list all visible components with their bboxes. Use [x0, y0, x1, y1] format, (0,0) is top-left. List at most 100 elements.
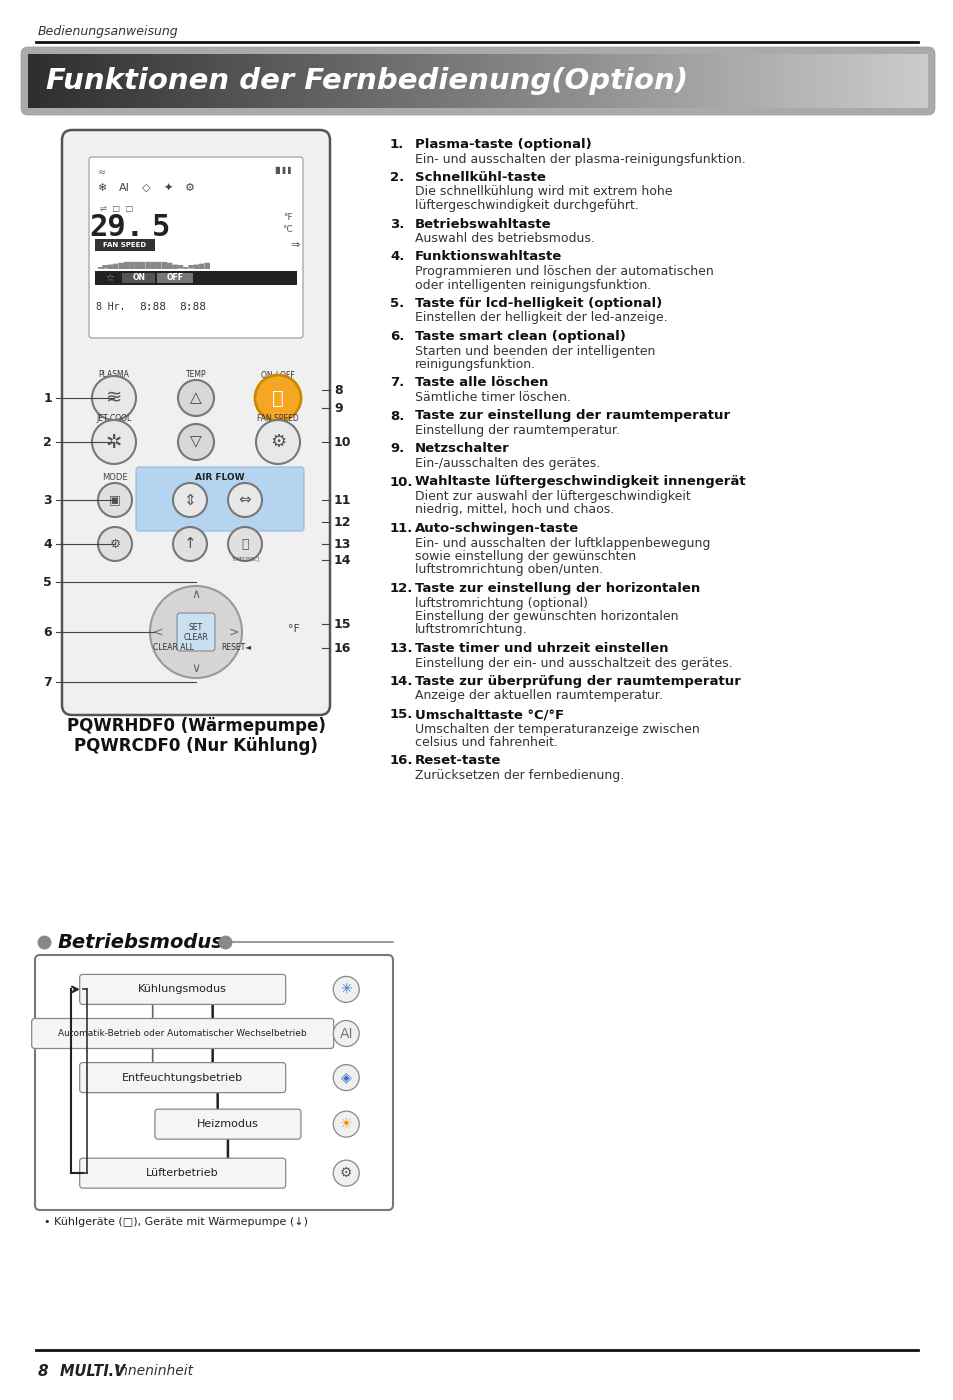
Bar [876, 55, 880, 108]
Bar [504, 55, 508, 108]
Bar [409, 55, 412, 108]
FancyBboxPatch shape [89, 157, 303, 337]
Bar [106, 55, 110, 108]
Bar [750, 55, 754, 108]
Bar [676, 55, 679, 108]
Bar [789, 55, 793, 108]
Text: Automatik-Betrieb oder Automatischer Wechselbetrieb: Automatik-Betrieb oder Automatischer Wec… [58, 1029, 307, 1037]
Text: Starten und beenden der intelligenten: Starten und beenden der intelligenten [415, 344, 655, 357]
Bar [163, 55, 167, 108]
Bar [28, 55, 31, 108]
Bar [367, 55, 370, 108]
Text: Taste zur einstellung der raumtemperatur: Taste zur einstellung der raumtemperatur [415, 409, 729, 423]
Text: 7.: 7. [390, 377, 404, 389]
Text: 14: 14 [334, 553, 351, 567]
Text: Umschalttaste °C/°F: Umschalttaste °C/°F [415, 708, 563, 721]
Text: Taste timer und uhrzeit einstellen: Taste timer und uhrzeit einstellen [415, 643, 668, 655]
Bar [292, 55, 295, 108]
Bar [216, 55, 220, 108]
Text: Wahltaste lüftergeschwindigkeit innengerät: Wahltaste lüftergeschwindigkeit innenger… [415, 476, 745, 489]
Bar [357, 55, 361, 108]
Text: JET COOL: JET COOL [96, 414, 132, 423]
Bar [828, 55, 832, 108]
Bar [903, 55, 906, 108]
Bar [765, 55, 769, 108]
Bar [40, 55, 44, 108]
Text: 2.: 2. [390, 171, 404, 183]
Bar [328, 55, 331, 108]
Bar [336, 55, 340, 108]
Bar [339, 55, 343, 108]
Bar [280, 55, 283, 108]
Circle shape [178, 424, 213, 461]
Bar [666, 55, 670, 108]
Bar [304, 55, 307, 108]
Text: Funktionswahltaste: Funktionswahltaste [415, 251, 561, 263]
Text: Reset-taste: Reset-taste [415, 755, 501, 767]
Text: Taste für lcd-helligkeit (optional): Taste für lcd-helligkeit (optional) [415, 297, 661, 309]
Bar [130, 55, 133, 108]
Bar [708, 55, 712, 108]
Bar [858, 55, 862, 108]
Bar [820, 55, 822, 108]
Bar [558, 55, 562, 108]
Bar [553, 55, 556, 108]
Text: 15.: 15. [390, 708, 413, 721]
Bar [213, 55, 217, 108]
Bar [132, 55, 136, 108]
Text: luftstromrichtung oben/unten.: luftstromrichtung oben/unten. [415, 563, 602, 577]
Bar [855, 55, 859, 108]
Text: SET: SET [189, 623, 203, 631]
Bar [606, 55, 610, 108]
Bar [577, 55, 579, 108]
Bar [346, 55, 349, 108]
Text: FAN SPEED: FAN SPEED [257, 414, 298, 423]
Text: FAN SPEED: FAN SPEED [103, 242, 147, 248]
Text: Programmieren und löschen der automatischen: Programmieren und löschen der automatisc… [415, 265, 713, 279]
Bar [325, 55, 328, 108]
Bar [729, 55, 733, 108]
Text: 11: 11 [334, 494, 351, 507]
Bar [169, 55, 172, 108]
Bar [37, 55, 40, 108]
Bar [181, 55, 184, 108]
Text: 14.: 14. [390, 675, 413, 687]
Text: 4.: 4. [390, 251, 404, 263]
Text: AIR FLOW: AIR FLOW [195, 473, 245, 482]
Bar [480, 55, 484, 108]
Bar [352, 55, 355, 108]
Bar [388, 55, 391, 108]
Bar [582, 55, 586, 108]
Text: Anzeige der aktuellen raumtemperatur.: Anzeige der aktuellen raumtemperatur. [415, 690, 662, 703]
Bar [540, 55, 544, 108]
FancyBboxPatch shape [21, 48, 934, 115]
Bar [705, 55, 709, 108]
Circle shape [333, 1021, 359, 1047]
Bar [843, 55, 846, 108]
Text: Einstellung der gewünschten horizontalen: Einstellung der gewünschten horizontalen [415, 610, 678, 623]
Bar [537, 55, 541, 108]
Bar [55, 55, 58, 108]
Text: Entfeuchtungsbetrieb: Entfeuchtungsbetrieb [122, 1072, 243, 1082]
Bar [190, 55, 193, 108]
Circle shape [333, 1161, 359, 1186]
Bar [885, 55, 888, 108]
Text: 7: 7 [43, 676, 52, 689]
Text: Plasma-taste (optional): Plasma-taste (optional) [415, 139, 591, 151]
Bar [172, 55, 175, 108]
Bar [592, 55, 595, 108]
Bar [522, 55, 526, 108]
Bar [613, 55, 616, 108]
FancyBboxPatch shape [80, 1063, 285, 1092]
Bar [70, 55, 73, 108]
Bar [595, 55, 598, 108]
Bar [801, 55, 804, 108]
Bar [550, 55, 553, 108]
Text: 16: 16 [334, 641, 351, 655]
Bar [202, 55, 205, 108]
Text: °F: °F [288, 624, 299, 634]
Bar [912, 55, 916, 108]
Text: ⇔: ⇔ [238, 493, 251, 508]
Bar [184, 55, 188, 108]
Bar [822, 55, 825, 108]
